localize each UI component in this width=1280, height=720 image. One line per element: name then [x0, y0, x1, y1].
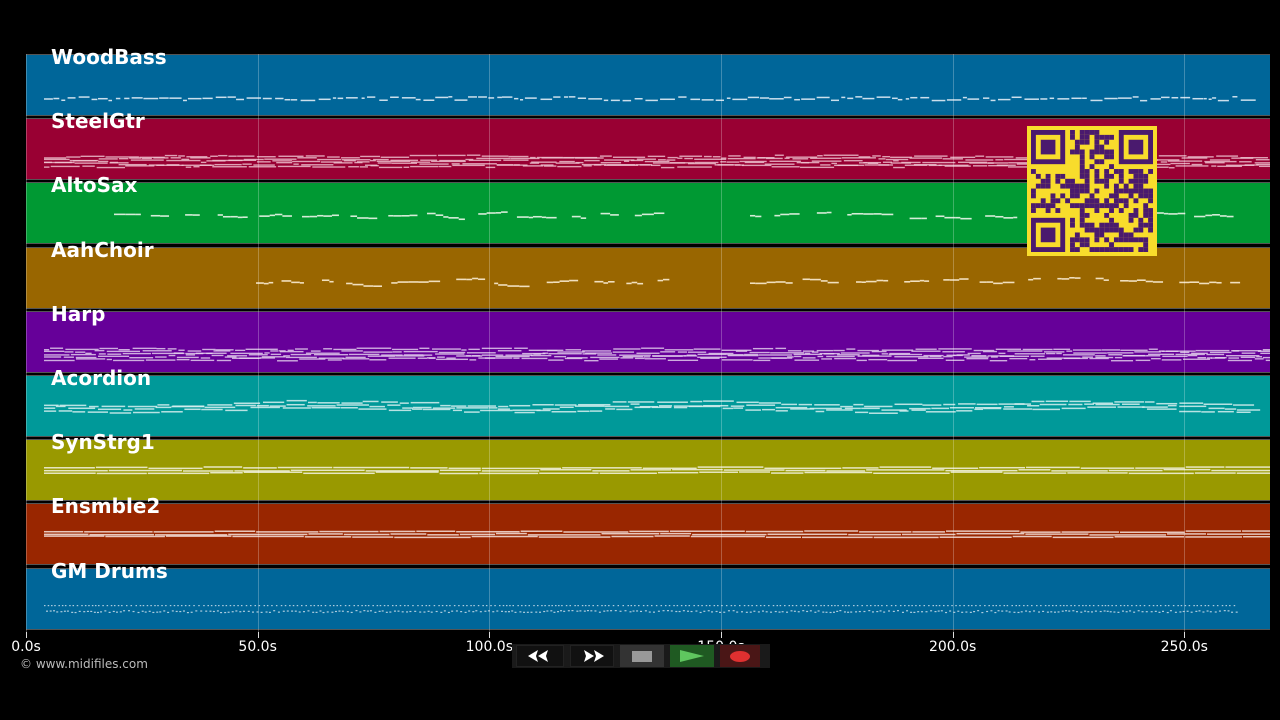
note-lines — [256, 276, 1241, 287]
record-icon — [730, 650, 750, 662]
track-gm-drums: GM Drums — [26, 559, 1270, 630]
transport-controls — [512, 644, 770, 668]
stop-button[interactable] — [620, 645, 664, 667]
note-lines — [44, 466, 1270, 475]
axis-tick-label: 50.0s — [238, 639, 277, 655]
axis-tick-label: 200.0s — [928, 639, 977, 655]
rewind-icon — [528, 650, 548, 662]
track-acordion: Acordion — [26, 366, 1270, 437]
copyright-text: © www.midifiles.com — [20, 657, 148, 671]
play-button[interactable] — [670, 645, 714, 667]
rewind-button[interactable] — [516, 645, 564, 667]
axis-tick — [952, 632, 954, 638]
stop-icon — [632, 650, 652, 662]
track-aahchoir: AahChoir — [26, 238, 1270, 309]
fast-forward-button[interactable] — [570, 645, 614, 667]
axis-tick-label: 100.0s — [465, 639, 513, 655]
gridline — [257, 54, 259, 632]
axis-tick — [489, 632, 491, 638]
axis-tick-label: 250.0s — [1160, 639, 1208, 655]
track-label: GM Drums — [51, 558, 168, 583]
qr-pattern — [1031, 130, 1153, 252]
track-harp: Harp — [26, 302, 1270, 373]
axis-tick-label: 0.0s — [11, 639, 41, 655]
track-label: AahChoir — [51, 237, 154, 262]
axis-tick — [1184, 632, 1186, 638]
track-ensmble2: Ensmble2 — [26, 494, 1270, 566]
axis-tick — [257, 632, 259, 638]
track-label: Harp — [51, 301, 106, 326]
note-lines — [44, 347, 1270, 362]
track-synstrg1: SynStrg1 — [26, 430, 1270, 502]
track-label: SteelGtr — [51, 109, 145, 134]
track-label: Acordion — [51, 366, 152, 390]
gridline — [489, 54, 491, 632]
track-label: Ensmble2 — [51, 494, 161, 519]
track-label: WoodBass — [51, 45, 167, 69]
axis-tick — [26, 632, 27, 638]
track-label: AltoSax — [51, 173, 138, 198]
note-lines — [44, 399, 1261, 414]
gridline — [1184, 54, 1186, 632]
track-label: SynStrg1 — [51, 430, 155, 455]
fast-forward-icon — [584, 650, 604, 662]
gridline — [720, 54, 722, 632]
note-lines — [44, 530, 1270, 539]
note-lines — [44, 604, 1238, 613]
axis-tick — [720, 632, 722, 638]
gridline — [952, 54, 954, 632]
note-lines — [44, 96, 1256, 102]
record-button[interactable] — [720, 645, 760, 667]
gridline — [26, 54, 27, 632]
play-icon — [680, 650, 704, 662]
qr-code — [1027, 126, 1157, 256]
track-woodbass: WoodBass — [26, 45, 1270, 116]
